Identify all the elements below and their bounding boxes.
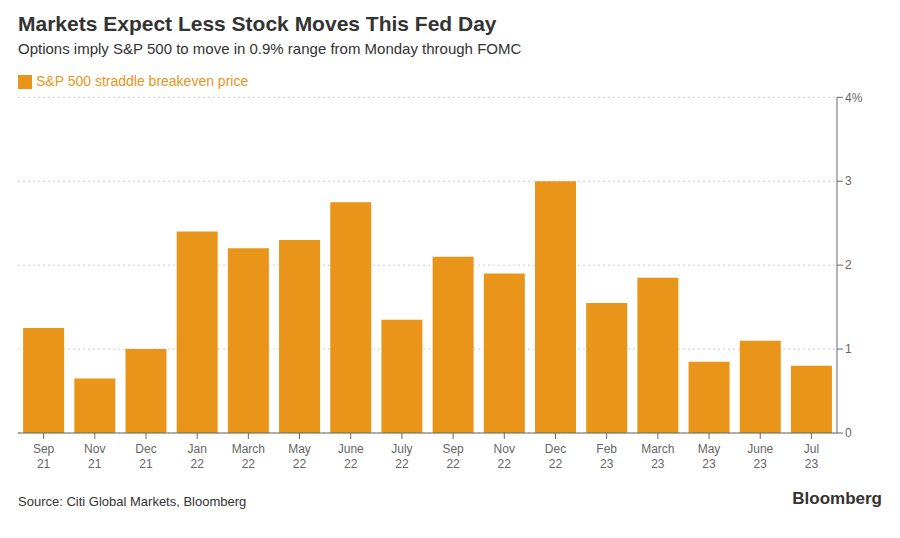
svg-text:Sep22: Sep22 — [442, 442, 464, 471]
svg-text:1: 1 — [845, 342, 852, 356]
svg-text:0: 0 — [845, 426, 852, 440]
svg-text:Jul23: Jul23 — [804, 442, 819, 471]
html-text:S&P 500 straddle breakeven pri: S&P 500 straddle breakeven price — [36, 73, 249, 89]
svg-text:June23: June23 — [747, 442, 773, 471]
svg-text:May23: May23 — [698, 442, 721, 471]
html-text:Markets Expect Less Stock Move: Markets Expect Less Stock Moves This Fed… — [18, 12, 497, 35]
html-text:Options imply S&P 500 to move: Options imply S&P 500 to move in 0.9% ra… — [18, 40, 522, 57]
svg-text:4%: 4% — [845, 91, 863, 105]
svg-text:Dec22: Dec22 — [545, 442, 566, 471]
svg-text:Feb23: Feb23 — [596, 442, 617, 471]
svg-text:Sep21: Sep21 — [33, 442, 55, 471]
svg-text:Nov21: Nov21 — [84, 442, 105, 471]
svg-text:June22: June22 — [338, 442, 364, 471]
svg-text:Dec21: Dec21 — [135, 442, 156, 471]
svg-text:3: 3 — [845, 174, 852, 188]
html-text:Bloomberg: Bloomberg — [792, 489, 882, 508]
svg-text:July22: July22 — [391, 442, 412, 471]
svg-text:Jan22: Jan22 — [187, 442, 206, 471]
svg-text:Nov22: Nov22 — [494, 442, 515, 471]
svg-text:May22: May22 — [288, 442, 311, 471]
svg-text:March22: March22 — [232, 442, 265, 471]
svg-text:March23: March23 — [641, 442, 674, 471]
html-text:Source: Citi Global Markets, B: Source: Citi Global Markets, Bloomberg — [18, 494, 247, 509]
svg-text:2: 2 — [845, 258, 852, 272]
